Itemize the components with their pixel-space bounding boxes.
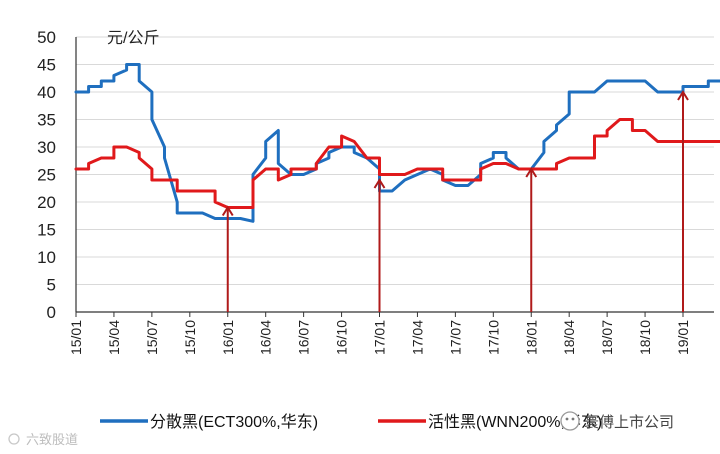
- x-tick-label: 17/07: [447, 320, 463, 355]
- y-tick-label: 5: [47, 276, 56, 295]
- x-tick-label: 17/01: [372, 320, 388, 355]
- x-tick-label: 16/07: [296, 320, 312, 355]
- y-tick-label: 20: [37, 193, 56, 212]
- series-layer: [74, 63, 720, 223]
- watermark-right: 寰傅上市公司: [560, 411, 674, 431]
- x-tick-label: 18/04: [561, 320, 577, 355]
- x-tick-label: 19/01: [675, 320, 691, 355]
- y-tick-label: 30: [37, 138, 56, 157]
- watermark-right-text: 寰傅上市公司: [584, 413, 674, 431]
- x-tick-label: 17/10: [485, 320, 501, 355]
- annotation-arrow: [677, 90, 689, 312]
- x-tick-label: 16/10: [334, 320, 350, 355]
- y-tick-label: 25: [37, 166, 56, 185]
- x-tick-label: 18/07: [599, 320, 615, 355]
- x-tick-label: 16/04: [258, 320, 274, 355]
- annotation-layer: [221, 90, 689, 312]
- y-tick-label: 45: [37, 56, 56, 75]
- y-tick-label: 40: [37, 83, 56, 102]
- y-axis: 0 5 10 15 20 25 30 35 40 45 50: [37, 28, 714, 322]
- x-tick-label: 18/10: [637, 320, 653, 355]
- y-tick-label: 15: [37, 221, 56, 240]
- annotation-arrow: [221, 205, 234, 312]
- legend-label-series-1: 分散黑(ECT300%,华东): [150, 413, 318, 431]
- annotation-arrow: [525, 167, 538, 312]
- watermark-left: 六致股道: [8, 432, 78, 447]
- legend: 分散黑(ECT300%,华东) 活性黑(WNN200%,华东): [100, 413, 602, 431]
- annotation-arrow: [373, 178, 386, 312]
- y-tick-label: 50: [37, 28, 56, 47]
- x-tick-label: 17/04: [409, 320, 425, 355]
- x-tick-label: 15/07: [144, 320, 160, 355]
- wechat-icon-eye-left: [565, 417, 569, 421]
- y-axis-unit: 元/公斤: [107, 29, 159, 47]
- y-tick-label: 10: [37, 248, 56, 267]
- series-line-2: [74, 118, 720, 209]
- wechat-icon-eye-right: [571, 417, 575, 421]
- wechat-icon: [560, 411, 580, 431]
- x-axis: 15/01 15/04 15/07 15/10 16/01 16/04 16/07 16/10…: [68, 312, 691, 355]
- x-tick-label: 15/04: [106, 320, 122, 355]
- y-tick-label: 0: [47, 303, 56, 322]
- series-line-1: [74, 63, 720, 223]
- watermark-logo-icon: [8, 433, 20, 445]
- watermark-left-text: 六致股道: [26, 432, 78, 447]
- y-tick-label: 35: [37, 111, 56, 130]
- x-tick-label: 18/01: [523, 320, 539, 355]
- legend-label-series-2: 活性黑(WNN200%,华东): [428, 413, 602, 431]
- x-tick-label: 15/01: [68, 320, 84, 355]
- x-tick-label: 16/01: [220, 320, 236, 355]
- x-tick-label: 15/10: [182, 320, 198, 355]
